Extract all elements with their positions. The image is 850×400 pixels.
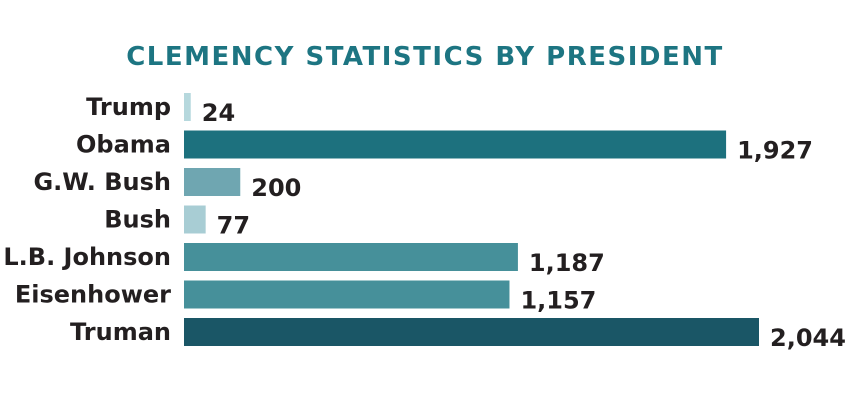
value-label-truman: 2,044 (770, 324, 846, 352)
value-label-bush: 77 (217, 212, 250, 240)
bar-l-b-johnson (184, 243, 518, 271)
bar-obama (184, 130, 727, 159)
value-label-obama: 1,927 (737, 137, 813, 165)
bar-trump (184, 93, 191, 121)
value-label-g-w-bush: 200 (251, 174, 301, 202)
chart-title: CLEMENCY STATISTICS BY PRESIDENT (126, 42, 724, 72)
category-label-eisenhower: Eisenhower (15, 281, 171, 309)
category-label-g-w-bush: G.W. Bush (33, 168, 171, 196)
category-label-bush: Bush (104, 206, 171, 234)
category-label-truman: Truman (70, 318, 171, 346)
bar-eisenhower (184, 280, 510, 309)
bar-g-w-bush (184, 168, 241, 196)
value-label-l-b-johnson: 1,187 (529, 249, 605, 277)
bar-bush (184, 205, 206, 234)
category-label-obama: Obama (76, 131, 171, 159)
value-label-eisenhower: 1,157 (520, 287, 596, 315)
category-label-trump: Trump (86, 93, 171, 121)
category-label-l-b-johnson: L.B. Johnson (3, 243, 171, 271)
bar-truman (184, 318, 759, 346)
value-label-trump: 24 (202, 99, 235, 127)
